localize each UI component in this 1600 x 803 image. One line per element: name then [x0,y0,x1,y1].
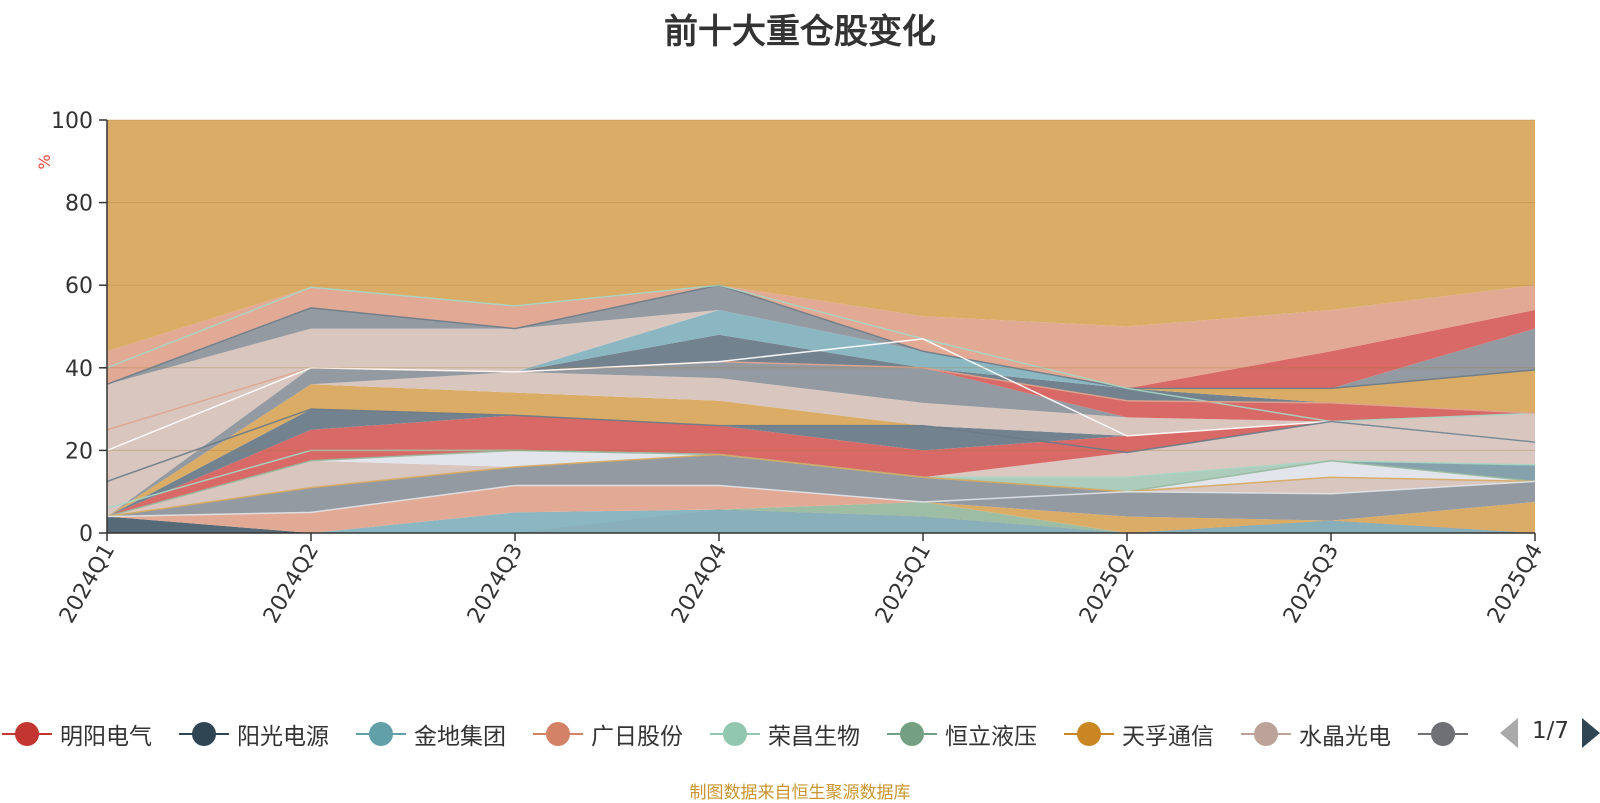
y-tick-label-1: 20 [65,439,93,464]
legend-marker-icon [2,720,52,748]
legend-item-0[interactable]: 明阳电气 [2,714,152,754]
area-band-2 [107,509,1535,533]
series-line-1 [106,284,1536,423]
chart-title: 前十大重仓股变化 [664,12,936,52]
x-tick-label-3: 2024Q4 [667,540,732,628]
x-tick-label-6: 2025Q3 [1279,540,1344,628]
y-tick-label-2: 40 [65,357,93,382]
x-tick-label-4: 2025Q1 [871,540,936,628]
legend-item-7[interactable]: 水晶光电 [1241,714,1391,754]
legend-marker-icon [1418,720,1468,748]
legend-item-1[interactable]: 阳光电源 [179,714,329,754]
legend-item-6[interactable]: 天孚通信 [1064,714,1214,754]
legend-label: 阳光电源 [237,724,329,750]
area-band-4 [107,502,1535,533]
legend-item-5[interactable]: 恒立液压 [887,714,1037,754]
x-tick-label-2: 2024Q3 [463,540,528,628]
y-tick-label-5: 100 [51,109,93,134]
legend-marker-icon [1064,720,1114,748]
area-band-16 [107,371,1535,517]
legend-pager: 1/7 [1500,714,1600,754]
area-band-1 [107,516,1535,533]
area-band-14 [107,409,1535,517]
legend-prev-page-icon[interactable] [1500,718,1518,748]
legend-item-8[interactable] [1418,714,1476,754]
x-tick-label-0: 2024Q1 [55,540,120,628]
legend-marker-icon [710,720,760,748]
legend-item-3[interactable]: 广日股份 [533,714,683,754]
legend-next-page-icon[interactable] [1582,718,1600,748]
x-tick-label-5: 2025Q2 [1075,540,1140,628]
series-line-0 [106,284,1536,390]
legend-label: 广日股份 [591,724,683,750]
legend-marker-icon [887,720,937,748]
legend-label: 水晶光电 [1299,724,1391,750]
legend-item-4[interactable]: 荣昌生物 [710,714,860,754]
legend-label: 明阳电气 [60,724,152,750]
series-line-3 [106,338,1536,452]
series-line-7 [106,453,1536,518]
area-band-7 [107,454,1535,521]
area-band-20 [107,310,1535,517]
series-lines [106,119,1536,518]
y-tick-label-4: 80 [65,192,93,217]
legend-items: 明阳电气 阳光电源 金地集团 广日股份 荣昌生物 恒立液压 天孚通信 水晶光电 [0,714,1480,754]
series-line-8 [106,480,1536,518]
area-band-8 [107,454,1535,517]
area-band-13 [107,415,1535,517]
legend-marker-icon [179,720,229,748]
x-tick-label-1: 2024Q2 [259,540,324,628]
area-band-23 [107,285,1535,389]
legend-page-indicator: 1/7 [1532,718,1570,744]
area-band-6 [107,485,1535,533]
area-bands [107,120,1535,533]
legend: 明阳电气 阳光电源 金地集团 广日股份 荣昌生物 恒立液压 天孚通信 水晶光电 1/7 [0,714,1600,754]
area-band-5 [107,502,1535,533]
series-line-4 [106,408,1536,483]
area-band-26 [107,120,1535,352]
y-tick-label-3: 60 [65,274,93,299]
data-source-note: 制图数据来自恒生聚源数据库 [689,783,911,803]
area-band-22 [107,310,1535,517]
legend-marker-icon [533,720,583,748]
legend-marker-icon [356,720,406,748]
area-band-25 [107,285,1535,389]
legend-label: 荣昌生物 [768,724,860,750]
legend-marker-icon [1241,720,1291,748]
legend-item-2[interactable]: 金地集团 [356,714,506,754]
y-axis-unit: % [35,154,54,169]
legend-label: 恒立液压 [945,724,1037,750]
legend-label: 天孚通信 [1122,724,1214,750]
legend-label: 金地集团 [414,724,506,750]
y-tick-label-0: 0 [79,522,93,547]
x-tick-label-7: 2025Q4 [1483,540,1548,628]
